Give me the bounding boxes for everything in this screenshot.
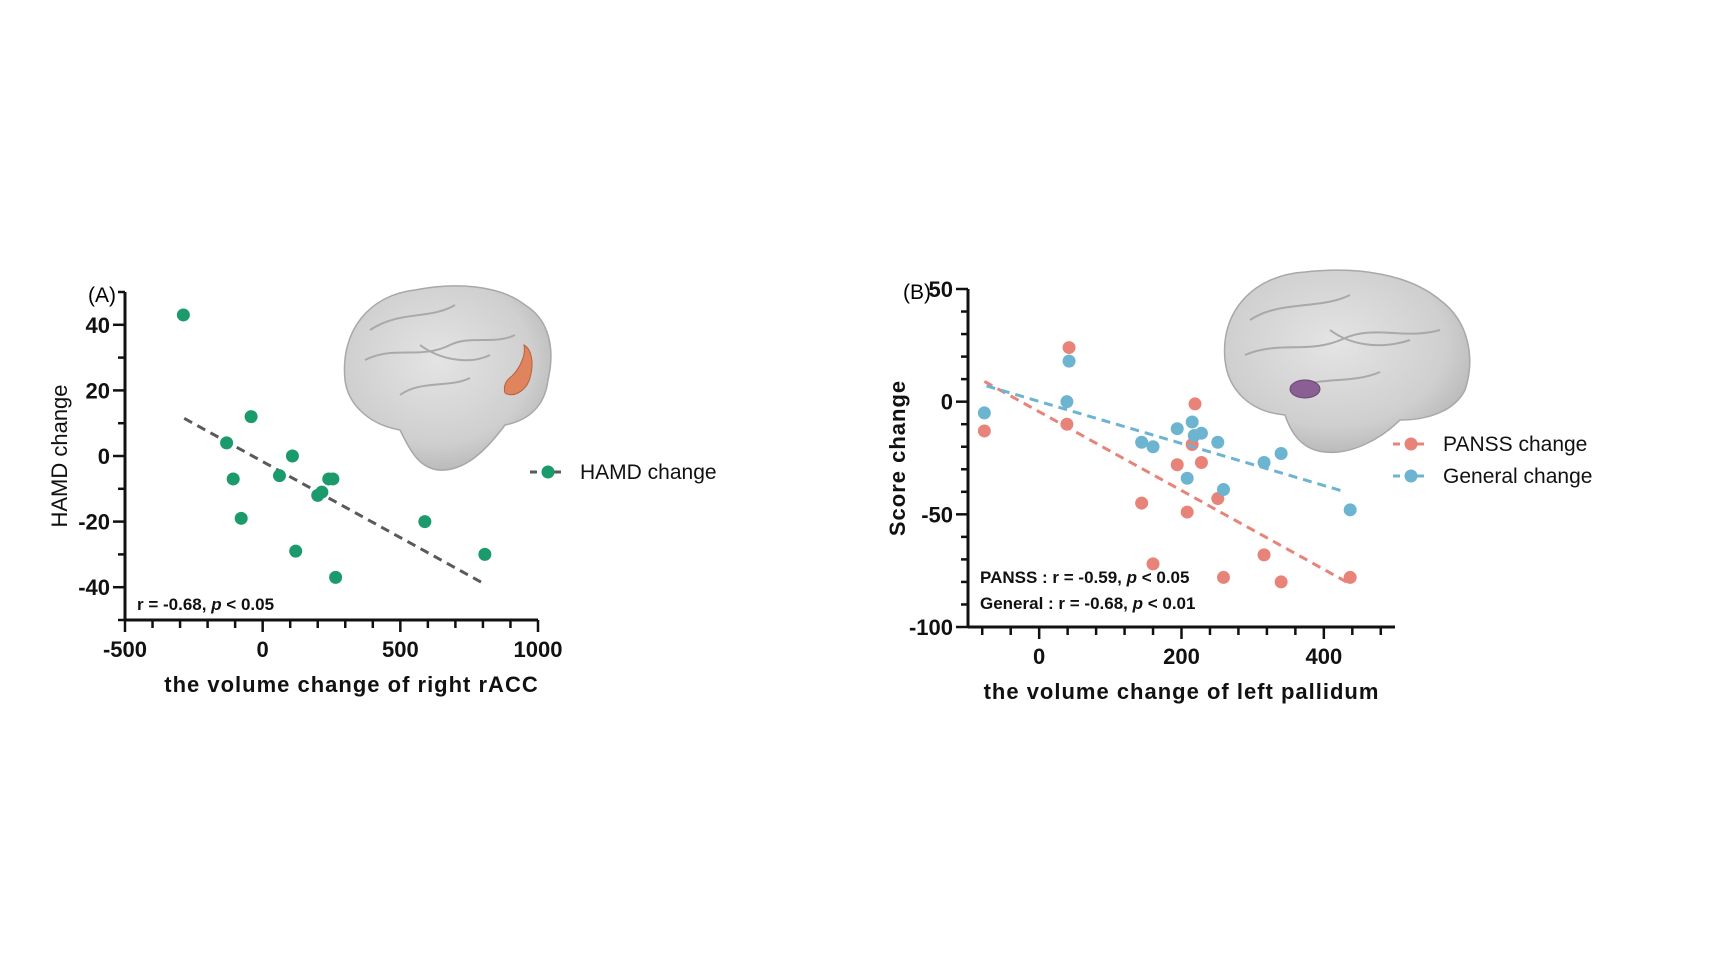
data-point bbox=[234, 511, 248, 525]
brain-inset-a bbox=[343, 285, 552, 471]
data-point bbox=[285, 449, 299, 463]
data-point bbox=[1274, 446, 1288, 460]
correlation-annotation: r = -0.68, p < 0.05 bbox=[137, 595, 274, 614]
data-point bbox=[1180, 471, 1194, 485]
y-tick-label: 0 bbox=[98, 444, 110, 469]
data-point bbox=[1216, 483, 1230, 497]
data-point bbox=[1274, 575, 1288, 589]
y-tick-label: -50 bbox=[921, 502, 953, 527]
x-tick-label: 1000 bbox=[514, 637, 563, 662]
legend-label: PANSS change bbox=[1443, 433, 1587, 456]
data-point bbox=[326, 472, 340, 486]
y-axis-label: Score change bbox=[885, 380, 910, 536]
x-tick-label: 500 bbox=[382, 637, 419, 662]
panel-label: (B) bbox=[903, 281, 931, 304]
y-tick-label: -20 bbox=[78, 510, 110, 535]
data-point bbox=[1257, 456, 1271, 470]
x-tick-label: 400 bbox=[1305, 644, 1342, 669]
data-point bbox=[1062, 354, 1076, 368]
pallidum-highlight bbox=[1289, 379, 1321, 399]
data-point bbox=[226, 472, 240, 486]
data-point bbox=[1188, 397, 1202, 411]
fit-line bbox=[983, 380, 1348, 584]
data-point bbox=[1170, 422, 1184, 436]
data-point bbox=[418, 515, 432, 529]
fit-line bbox=[183, 416, 486, 586]
x-tick-label: -500 bbox=[103, 637, 147, 662]
data-point bbox=[244, 410, 258, 424]
data-point bbox=[1180, 505, 1194, 519]
x-axis-label: the volume change of right rACC bbox=[164, 672, 538, 697]
data-point bbox=[1060, 417, 1074, 431]
data-point bbox=[272, 469, 286, 483]
legend-label: HAMD change bbox=[580, 461, 717, 484]
panel-a: -500 0 500 1000 -40 -20 0 20 40 the volume change… bbox=[47, 284, 717, 697]
data-point bbox=[1060, 395, 1074, 409]
y-tick-label: 40 bbox=[86, 313, 110, 338]
fit-line bbox=[986, 384, 1346, 494]
data-point bbox=[1194, 426, 1208, 440]
data-point bbox=[1257, 548, 1271, 562]
x-axis-label: the volume change of left pallidum bbox=[984, 679, 1380, 704]
data-point bbox=[1343, 570, 1357, 584]
legend-marker bbox=[1404, 437, 1418, 451]
brain-inset-b bbox=[1223, 269, 1471, 454]
legend-marker bbox=[541, 465, 555, 479]
x-tick-label: 200 bbox=[1163, 644, 1200, 669]
x-tick-label: 0 bbox=[257, 637, 269, 662]
data-point bbox=[478, 547, 492, 561]
panel-b: 0 200 400 -100 -50 0 50 the volume change of le… bbox=[885, 277, 1592, 704]
y-tick-label: -40 bbox=[78, 575, 110, 600]
data-point bbox=[329, 570, 343, 584]
data-point bbox=[977, 424, 991, 438]
data-point bbox=[1185, 415, 1199, 429]
data-point bbox=[289, 544, 303, 558]
data-point bbox=[1170, 458, 1184, 472]
y-tick-label: 20 bbox=[86, 378, 110, 403]
data-point bbox=[1194, 456, 1208, 470]
data-point bbox=[315, 485, 329, 499]
data-point bbox=[977, 406, 991, 420]
data-point bbox=[176, 308, 190, 322]
data-point bbox=[1146, 557, 1160, 571]
data-point bbox=[1062, 341, 1076, 355]
y-tick-label: 50 bbox=[929, 277, 953, 302]
correlation-annotation: PANSS : r = -0.59, p < 0.05 bbox=[980, 568, 1189, 587]
data-point bbox=[1135, 435, 1149, 449]
y-tick-label: 0 bbox=[941, 390, 953, 415]
legend-marker bbox=[1404, 469, 1418, 483]
panel-label: (A) bbox=[88, 284, 116, 307]
data-point bbox=[1211, 435, 1225, 449]
data-point bbox=[1343, 503, 1357, 517]
y-tick-label: -100 bbox=[909, 615, 953, 640]
data-point bbox=[1146, 440, 1160, 454]
correlation-annotation: General : r = -0.68, p < 0.01 bbox=[980, 594, 1195, 613]
x-tick-label: 0 bbox=[1033, 644, 1045, 669]
y-axis-label: HAMD change bbox=[47, 384, 72, 527]
data-point bbox=[220, 436, 234, 450]
legend-label: General change bbox=[1443, 465, 1592, 488]
data-point bbox=[1216, 570, 1230, 584]
data-point bbox=[1135, 496, 1149, 510]
rACC-highlight bbox=[503, 344, 533, 396]
